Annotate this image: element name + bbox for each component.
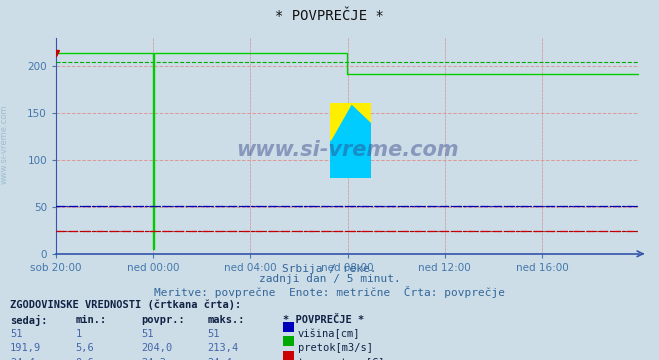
Text: 191,9: 191,9	[10, 343, 41, 354]
Text: 213,4: 213,4	[208, 343, 239, 354]
Text: 1: 1	[76, 329, 82, 339]
Text: zadnji dan / 5 minut.: zadnji dan / 5 minut.	[258, 274, 401, 284]
Text: 24,3: 24,3	[142, 358, 167, 360]
Text: temperatura[C]: temperatura[C]	[298, 358, 386, 360]
Text: Meritve: povprečne  Enote: metrične  Črta: povprečje: Meritve: povprečne Enote: metrične Črta:…	[154, 286, 505, 298]
Text: višina[cm]: višina[cm]	[298, 329, 360, 339]
Text: * POVPREČJE *: * POVPREČJE *	[275, 9, 384, 23]
Text: 24,4: 24,4	[208, 358, 233, 360]
Text: www.si-vreme.com: www.si-vreme.com	[0, 104, 9, 184]
Text: maks.:: maks.:	[208, 315, 245, 325]
Text: * POVPREČJE *: * POVPREČJE *	[283, 315, 364, 325]
Text: min.:: min.:	[76, 315, 107, 325]
Text: 51: 51	[10, 329, 22, 339]
Text: www.si-vreme.com: www.si-vreme.com	[237, 140, 459, 160]
Text: 51: 51	[208, 329, 220, 339]
Text: 51: 51	[142, 329, 154, 339]
Text: 24,4: 24,4	[10, 358, 35, 360]
Text: Srbija / reke.: Srbija / reke.	[282, 264, 377, 274]
Text: pretok[m3/s]: pretok[m3/s]	[298, 343, 373, 354]
Text: ZGODOVINSKE VREDNOSTI (črtkana črta):: ZGODOVINSKE VREDNOSTI (črtkana črta):	[10, 300, 241, 310]
Text: sedaj:: sedaj:	[10, 315, 47, 326]
Text: povpr.:: povpr.:	[142, 315, 185, 325]
Text: 5,6: 5,6	[76, 343, 94, 354]
Text: 204,0: 204,0	[142, 343, 173, 354]
Text: 0,6: 0,6	[76, 358, 94, 360]
